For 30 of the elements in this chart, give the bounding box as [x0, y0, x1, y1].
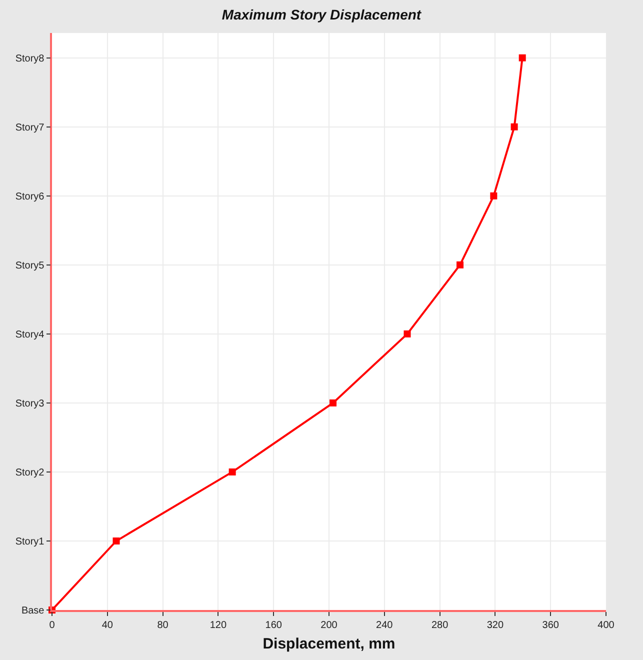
x-tick-label: 280: [431, 620, 449, 631]
y-tick-label: Base: [21, 606, 45, 616]
point: [330, 399, 337, 406]
point: [510, 123, 518, 130]
y-tick-label: Story7: [15, 122, 45, 134]
point: [228, 468, 236, 476]
y-tick-label: Story3: [15, 398, 45, 410]
y-tick-label: Story2: [15, 467, 45, 478]
x-tick-label: 240: [376, 620, 394, 631]
x-tick-label: 400: [598, 620, 615, 631]
x-tick-label: 120: [210, 620, 227, 631]
chart-title: Maximum Story Displacement: [222, 6, 422, 23]
point: [112, 537, 120, 544]
x-tick-label: 320: [486, 620, 504, 631]
x-tick-label: 360: [542, 620, 560, 631]
y-tick-label: Story6: [15, 191, 45, 202]
x-tick-label: 200: [320, 620, 338, 631]
point: [404, 330, 411, 338]
x-tick-label: 160: [265, 620, 282, 631]
y-tick-label: Story8: [15, 53, 45, 64]
y-tick-label: Story4: [15, 329, 45, 340]
x-tick-label: 80: [157, 620, 169, 631]
x-axis-title: Displacement, mm: [262, 635, 396, 652]
point: [490, 192, 498, 200]
y-tick-label: Story1: [15, 536, 45, 548]
point: [456, 261, 464, 268]
y-tick-label: Story5: [15, 260, 45, 272]
point: [518, 54, 526, 62]
x-tick-label: 0: [49, 620, 56, 631]
x-tick-label: 40: [102, 620, 114, 631]
